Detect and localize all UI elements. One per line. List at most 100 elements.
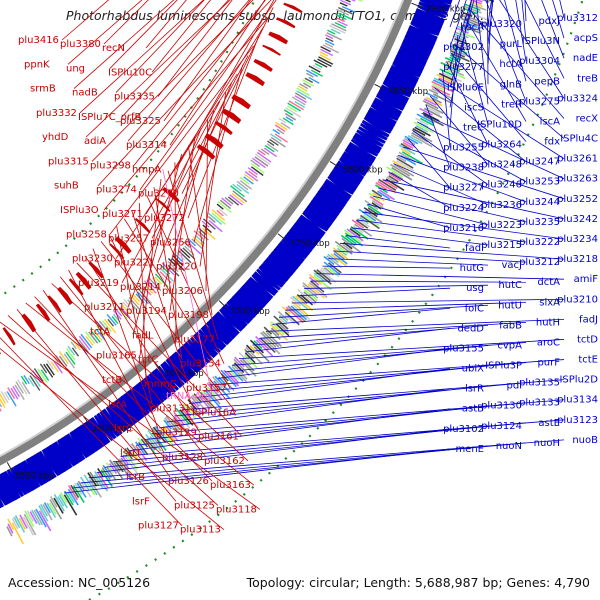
cog-feature-mark <box>43 363 54 378</box>
forward-gene-label: hctA <box>499 59 522 70</box>
cog-feature-mark <box>195 235 205 245</box>
cog-feature-mark <box>419 107 433 116</box>
cog-feature-mark <box>454 31 469 39</box>
cog-feature-mark <box>263 326 273 335</box>
reverse-label-leader <box>138 203 147 381</box>
cog-feature-mark <box>72 484 85 503</box>
cog-feature-mark <box>6 391 17 407</box>
forward-gene-label: amiF <box>574 274 599 285</box>
forward-gene-label: plu3248 <box>481 160 522 171</box>
cog-feature-mark <box>48 502 57 515</box>
forward-gene-label: ISPlu4C <box>560 134 598 145</box>
cog-feature-mark <box>70 341 77 350</box>
cog-feature-mark <box>53 497 64 514</box>
cog-feature-mark <box>49 499 63 520</box>
forward-gene-label: plu3244 <box>519 197 560 208</box>
forward-gene-arrow <box>256 268 281 291</box>
cog-feature-mark <box>188 239 196 247</box>
cog-feature-mark <box>212 376 224 389</box>
forward-label-leader <box>524 0 565 79</box>
forward-gene-label: plu3238 <box>443 163 484 174</box>
cog-feature-mark <box>344 232 364 247</box>
cog-feature-mark <box>67 485 79 501</box>
cog-feature-mark <box>88 331 99 344</box>
forward-gene-label: nadE <box>573 53 598 64</box>
cog-feature-mark <box>272 128 281 135</box>
reverse-gene-label: ung <box>66 63 85 74</box>
kbp-tick-mark <box>6 462 14 473</box>
cog-feature-mark <box>322 44 339 54</box>
cog-feature-mark <box>115 461 124 473</box>
cog-feature-mark <box>217 201 232 214</box>
cog-feature-mark <box>198 395 211 410</box>
cog-feature-mark <box>349 228 361 237</box>
reverse-gene-label: mnmC <box>144 379 177 390</box>
cog-feature-mark <box>165 425 179 442</box>
reverse-gene-label: hmpA <box>132 164 161 175</box>
forward-gene-label: cvpA <box>497 340 522 351</box>
cog-feature-mark <box>106 313 117 326</box>
cog-feature-mark <box>283 109 294 116</box>
cog-feature-mark <box>335 14 347 21</box>
kbp-tick-label: 3750 kbp <box>290 239 330 249</box>
reverse-gene-label: tctA <box>90 326 110 337</box>
reverse-label-leader <box>146 195 225 364</box>
cog-feature-mark <box>388 172 402 182</box>
forward-gene-label: plu3242 <box>557 214 598 225</box>
reverse-gene-label: tctB <box>102 375 122 386</box>
cog-feature-mark <box>42 503 53 521</box>
cog-feature-mark <box>26 510 34 522</box>
cog-feature-mark <box>410 134 433 148</box>
forward-gene-label: acpS <box>574 33 598 44</box>
cog-feature-mark <box>206 386 217 397</box>
cog-feature-mark <box>81 482 92 498</box>
forward-label-leader <box>351 227 489 246</box>
forward-label-leader <box>446 61 489 145</box>
cog-feature-mark <box>426 106 441 115</box>
reverse-gene-label: lsrC <box>114 424 133 435</box>
cog-feature-mark <box>202 227 216 240</box>
cog-feature-mark <box>33 368 44 382</box>
cog-feature-mark <box>182 403 197 420</box>
cog-feature-mark <box>117 460 132 480</box>
cog-feature-mark <box>327 29 336 35</box>
forward-label-leader <box>407 138 451 188</box>
reverse-label-leader <box>42 289 171 478</box>
reverse-label-leader <box>73 0 175 89</box>
cog-feature-mark <box>402 141 414 149</box>
reverse-gene-label: plu3380 <box>60 39 101 50</box>
forward-label-leader <box>434 87 527 162</box>
cog-feature-mark <box>445 68 466 80</box>
forward-label-leader <box>339 242 565 260</box>
cog-feature-mark <box>201 220 210 228</box>
cog-feature-mark <box>363 207 378 218</box>
cog-feature-mark <box>308 282 328 299</box>
cog-feature-mark <box>63 490 74 506</box>
cog-feature-mark <box>400 148 412 155</box>
cog-feature-mark <box>396 157 414 169</box>
cog-feature-mark <box>0 397 6 408</box>
cog-feature-mark <box>328 262 342 274</box>
cog-feature-mark <box>167 260 179 273</box>
forward-gene-arrow <box>105 406 126 433</box>
cog-feature-mark <box>59 355 68 367</box>
reverse-gene-label: plu3257 <box>108 233 149 244</box>
cog-feature-mark <box>207 215 216 223</box>
cog-feature-mark <box>402 139 416 148</box>
forward-gene-label: usg <box>466 283 484 294</box>
forward-gene-label: hutH <box>536 317 560 328</box>
cog-feature-mark <box>428 88 439 95</box>
forward-gene-label: hutG <box>460 263 484 274</box>
forward-gene-arrow <box>0 490 8 506</box>
cog-feature-mark <box>292 304 311 321</box>
kbp-tick-label: 3650 kbp <box>164 369 204 379</box>
cog-feature-mark <box>255 335 270 350</box>
forward-gene-label: astE <box>538 418 560 429</box>
cog-feature-mark <box>320 48 334 57</box>
cog-feature-mark <box>248 170 258 178</box>
cog-feature-mark <box>422 111 440 122</box>
cog-feature-mark <box>274 124 286 133</box>
forward-gene-label: plu3302 <box>443 42 484 53</box>
cog-feature-mark <box>254 156 269 167</box>
